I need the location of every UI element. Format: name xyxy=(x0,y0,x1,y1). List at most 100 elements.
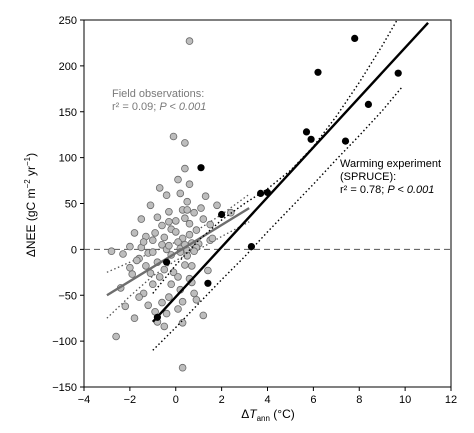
field-observation-point xyxy=(181,261,189,269)
x-tick-label: 4 xyxy=(264,394,270,406)
field-observation-point xyxy=(139,238,148,246)
field-observation-point xyxy=(146,201,155,210)
x-tick-label: 8 xyxy=(356,394,362,406)
x-tick-label: 12 xyxy=(445,394,457,406)
field-observation-point xyxy=(185,230,194,239)
warming-experiment-point xyxy=(153,313,161,321)
warming-experiment-point xyxy=(263,188,272,197)
field-observation-point xyxy=(192,295,201,304)
field-observation-point xyxy=(151,229,159,237)
warming-annotation-line2: (SPRUCE): xyxy=(340,171,396,183)
field-observation-point xyxy=(183,206,192,214)
warming-experiment-point xyxy=(302,128,311,136)
field-observation-point xyxy=(185,219,194,228)
field-observation-point xyxy=(165,208,173,216)
field-annotation-line1: Field observations: xyxy=(112,88,204,100)
field-observation-point xyxy=(130,229,139,237)
y-tick-label: −100 xyxy=(52,336,77,348)
field-annotation-stats: r² = 0.09; P < 0.001 xyxy=(112,101,206,113)
y-tick-label: −150 xyxy=(52,382,77,394)
x-tick-label: 6 xyxy=(310,394,316,406)
x-tick-label: 10 xyxy=(399,394,411,406)
field-observation-point xyxy=(206,220,215,229)
field-observation-point xyxy=(190,289,198,298)
field-observation-point xyxy=(158,298,166,307)
x-axis-label-unit: (°C) xyxy=(270,407,295,421)
field-annotation-r2: r² = 0.09; xyxy=(112,101,159,113)
field-observation-point xyxy=(128,270,137,278)
field-observation-point xyxy=(126,263,134,272)
x-axis-label-prefix: Δ xyxy=(241,407,249,421)
field-observation-point xyxy=(162,191,171,200)
field-observation-point xyxy=(121,302,130,311)
warming-annotation-line1: Warming experiment xyxy=(340,158,441,170)
field-observation-point xyxy=(142,262,150,270)
x-tick-label: 0 xyxy=(173,394,179,406)
field-observation-point xyxy=(172,228,180,236)
y-axis-label-mid: yr xyxy=(24,166,38,179)
x-tick-label: 2 xyxy=(219,394,225,406)
field-observation-point xyxy=(126,242,134,251)
field-observation-point xyxy=(144,301,153,310)
field-observation-point xyxy=(183,197,192,206)
axis-ticks: −4 −2 0 2 4 6 8 10 12 −150 −100 −50 0 50 100 150 200 250 xyxy=(52,15,457,406)
field-observation-point xyxy=(174,305,182,313)
field-observation-point xyxy=(155,273,164,281)
warming-experiment-point xyxy=(307,135,315,143)
field-observation-point xyxy=(112,332,120,341)
field-observation-point xyxy=(176,189,185,198)
x-tick-label: −2 xyxy=(124,394,137,406)
field-observation-point xyxy=(153,213,162,222)
field-observation-point xyxy=(197,204,205,212)
y-tick-label: 250 xyxy=(59,15,77,27)
field-annotation-p: P < 0.001 xyxy=(159,101,206,113)
field-observation-point xyxy=(190,208,198,217)
field-observation-point xyxy=(208,234,217,243)
plot-area xyxy=(84,20,451,372)
warming-ci-upper xyxy=(152,20,398,294)
field-observation-point xyxy=(158,221,166,230)
field-observation-point xyxy=(188,262,196,270)
field-observation-point xyxy=(133,256,141,265)
y-tick-label: 0 xyxy=(71,244,77,256)
field-observation-point xyxy=(165,218,173,226)
field-observation-point xyxy=(185,37,194,45)
field-observation-point xyxy=(165,241,173,250)
field-observation-point xyxy=(201,192,210,201)
field-observation-point xyxy=(174,238,182,246)
field-observation-point xyxy=(204,266,212,275)
y-axis-label-sup1: −2 xyxy=(23,179,32,189)
field-observation-point xyxy=(160,233,169,242)
y-tick-label: 200 xyxy=(59,61,77,73)
field-observation-point xyxy=(130,314,139,323)
field-observation-point xyxy=(160,322,169,331)
y-axis-label-prefix: ΔNEE (gC m xyxy=(24,188,38,257)
warming-experiment-point xyxy=(394,69,402,77)
y-axis-label-suffix: ) xyxy=(24,153,38,157)
field-observation-point xyxy=(167,280,176,289)
y-tick-label: 50 xyxy=(65,199,77,211)
field-regression-line xyxy=(106,207,250,297)
field-observation-point xyxy=(107,247,116,256)
field-observation-point xyxy=(174,273,182,281)
field-observation-point xyxy=(181,214,189,223)
warming-experiment-point xyxy=(197,164,205,172)
y-axis-label: ΔNEE (gC m−2 yr−1) xyxy=(23,153,38,257)
field-observation-point xyxy=(155,184,164,192)
field-observation-point xyxy=(149,236,157,245)
field-observation-point xyxy=(192,226,201,234)
field-observation-point xyxy=(160,265,169,274)
field-observation-point xyxy=(178,318,187,327)
field-observation-point xyxy=(169,132,178,141)
y-tick-label: 100 xyxy=(59,153,77,165)
warming-annotation-p: P < 0.001 xyxy=(387,184,434,196)
warming-experiment-point xyxy=(351,34,359,43)
warming-ci-lower xyxy=(152,85,404,351)
field-observation-point xyxy=(172,217,180,225)
field-observation-point xyxy=(190,247,198,256)
field-observation-point xyxy=(213,201,221,210)
field-observation-point xyxy=(181,139,189,147)
x-axis-label-subscript: ann xyxy=(257,414,270,423)
field-observation-point xyxy=(165,293,173,301)
